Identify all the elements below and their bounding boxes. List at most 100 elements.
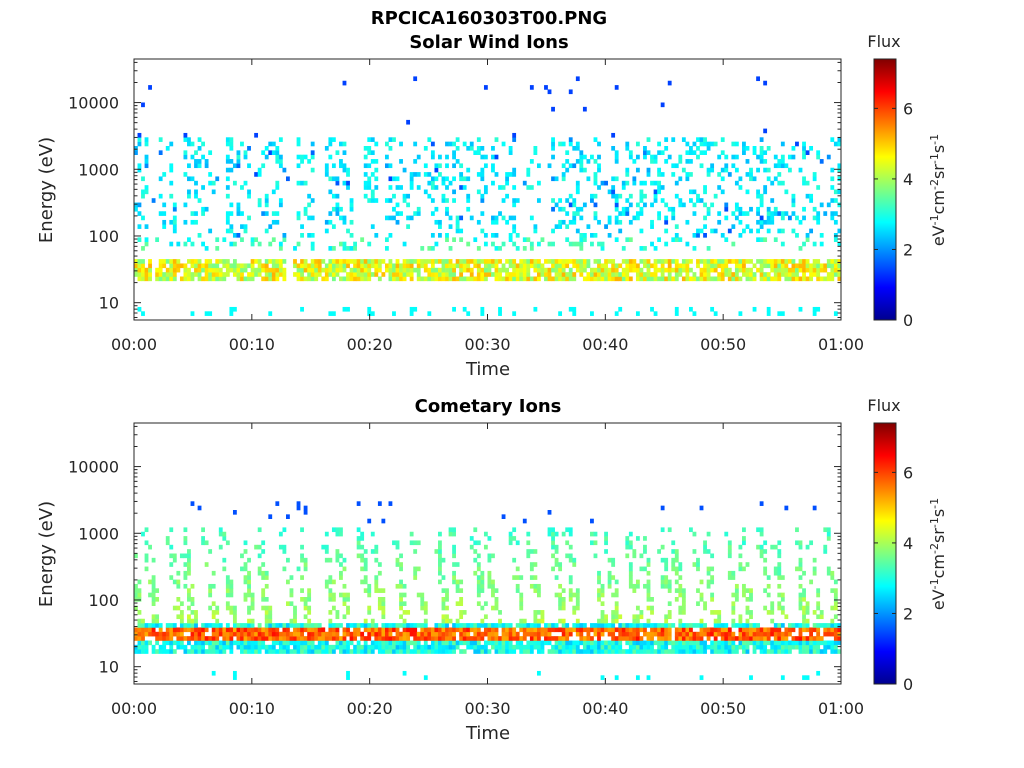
heatmap-cell: [247, 575, 251, 580]
heatmap-cell: [462, 640, 467, 646]
heatmap-cell: [664, 219, 669, 225]
heatmap-cell: [635, 211, 640, 216]
heatmap-cell: [791, 193, 796, 199]
heatmap-cell: [614, 202, 619, 208]
heatmap-cell: [802, 259, 806, 264]
heatmap-cell: [678, 159, 683, 164]
heatmap-cell: [816, 588, 821, 593]
heatmap-cell: [278, 267, 283, 273]
heatmap-cell: [441, 272, 446, 277]
heatmap-cell: [335, 527, 340, 533]
heatmap-cell: [756, 76, 760, 82]
heatmap-cell: [756, 640, 760, 646]
heatmap-cell: [536, 163, 541, 169]
heatmap-cell: [307, 618, 312, 624]
heatmap-cell: [763, 549, 768, 554]
heatmap-cell: [699, 623, 704, 628]
heatmap-cell: [296, 215, 301, 221]
heatmap-cell: [819, 640, 824, 646]
heatmap-cell: [742, 263, 746, 269]
heatmap-cell: [225, 601, 230, 606]
heatmap-cell: [802, 241, 806, 247]
heatmap-cell: [466, 644, 471, 650]
heatmap-cell: [342, 636, 347, 641]
heatmap-cell: [635, 675, 640, 680]
heatmap-cell: [187, 649, 191, 654]
heatmap-cell: [777, 566, 782, 572]
heatmap-cell: [434, 627, 439, 633]
heatmap-cell: [823, 267, 828, 273]
heatmap-cell: [710, 259, 715, 264]
heatmap-cell: [830, 137, 835, 142]
heatmap-cell: [236, 206, 241, 212]
heatmap-cell: [717, 644, 722, 650]
heatmap-cell: [558, 644, 563, 650]
heatmap-cell: [328, 588, 333, 593]
heatmap-cell: [798, 276, 803, 282]
heatmap-cell: [395, 583, 400, 589]
heatmap-cell: [600, 241, 605, 247]
heatmap-cell: [597, 154, 601, 160]
heatmap-cell: [360, 623, 365, 628]
heatmap-cell: [201, 263, 205, 269]
heatmap-cell: [646, 623, 651, 628]
heatmap-cell: [162, 211, 167, 216]
heatmap-cell: [554, 276, 559, 282]
heatmap-cell: [243, 566, 248, 572]
heatmap-cell: [271, 640, 276, 646]
heatmap-cell: [593, 644, 598, 650]
heatmap-cell: [462, 176, 467, 182]
heatmap-cell: [420, 627, 425, 633]
heatmap-cell: [243, 267, 248, 273]
heatmap-cell: [438, 562, 442, 567]
heatmap-cell: [363, 163, 368, 169]
heatmap-cell: [321, 267, 326, 273]
colorbar-title: Flux: [867, 32, 900, 51]
heatmap-cell: [812, 610, 817, 615]
heatmap-cell: [250, 601, 255, 606]
heatmap-cell: [660, 544, 665, 550]
heatmap-cell: [689, 631, 693, 637]
heatmap-cell: [476, 146, 481, 151]
colorbar-tick-label: 0: [903, 675, 913, 694]
heatmap-cell: [635, 215, 640, 221]
heatmap-cell: [201, 540, 205, 546]
heatmap-cell: [692, 246, 697, 251]
heatmap-cell: [169, 527, 174, 533]
heatmap-cell: [236, 272, 241, 277]
heatmap-cell: [476, 636, 481, 641]
heatmap-cell: [416, 263, 421, 269]
heatmap-cell: [491, 631, 495, 637]
heatmap-cell: [621, 623, 626, 628]
heatmap-cell: [473, 549, 478, 554]
heatmap-cell: [183, 202, 188, 208]
heatmap-cell: [487, 263, 492, 269]
heatmap-cell: [706, 531, 711, 537]
heatmap-cell: [710, 267, 715, 273]
heatmap-cell: [706, 570, 711, 576]
heatmap-cell: [218, 631, 223, 637]
heatmap-cell: [674, 557, 679, 563]
heatmap-cell: [491, 636, 495, 641]
heatmap-cell: [653, 311, 658, 316]
heatmap-cell: [289, 649, 294, 654]
heatmap-cell: [282, 631, 287, 637]
heatmap-cell: [742, 540, 746, 546]
heatmap-cell: [363, 562, 368, 567]
heatmap-cell: [169, 141, 174, 147]
heatmap-cell: [604, 531, 608, 537]
heatmap-cell: [558, 649, 563, 654]
heatmap-cell: [165, 259, 170, 264]
heatmap-cell: [158, 267, 163, 273]
heatmap-cell: [363, 267, 368, 273]
heatmap-cell: [703, 640, 707, 646]
heatmap-cell: [819, 159, 824, 164]
heatmap-cell: [473, 150, 478, 155]
heatmap-cell: [671, 259, 676, 264]
heatmap-cell: [508, 276, 513, 282]
heatmap-cell: [197, 259, 202, 264]
heatmap-cell: [462, 141, 467, 147]
heatmap-cell: [837, 627, 842, 633]
heatmap-cell: [183, 570, 188, 576]
heatmap-cell: [165, 623, 170, 628]
